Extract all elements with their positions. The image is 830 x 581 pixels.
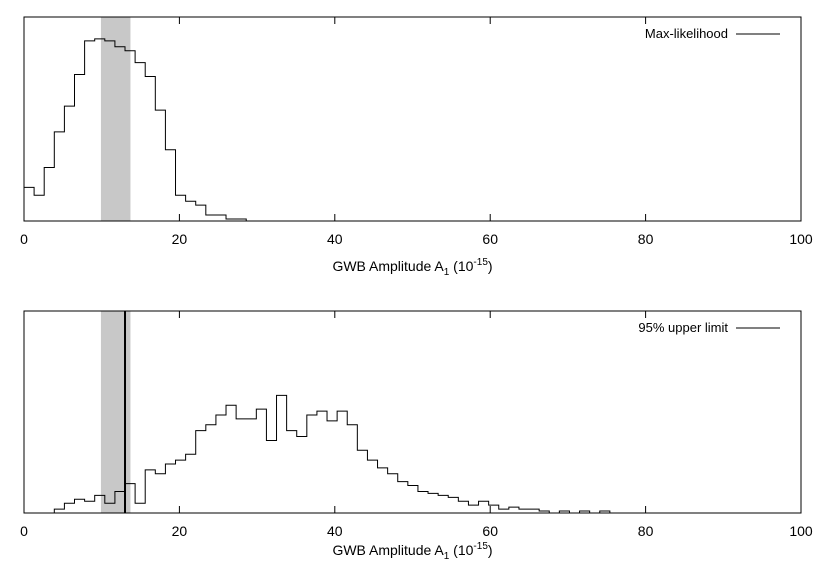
x-axis-label: GWB Amplitude A1 (10-15) [332, 257, 492, 278]
x-tick-label: 40 [327, 231, 343, 247]
shaded-band [100, 311, 131, 513]
x-tick-label: 60 [482, 231, 498, 247]
chart-panel-2: 0 20 40 60 80 100 GWB Amplitude A1 (10-15) 95% … [20, 310, 813, 562]
plot-frame [23, 16, 802, 222]
chart-panel-1: 0 20 40 60 80 100 GWB Amplitude A1 (10-15) Max-… [20, 16, 813, 278]
histogram-line [24, 38, 277, 222]
legend-label: Max-likelihood [645, 26, 728, 41]
x-tick-label: 80 [638, 231, 654, 247]
x-tick-label: 40 [327, 523, 343, 539]
x-tick-label: 0 [20, 231, 28, 247]
x-axis-label: GWB Amplitude A1 (10-15) [332, 541, 492, 562]
x-tick-label: 20 [172, 231, 188, 247]
histogram-line [24, 394, 671, 514]
shaded-band [100, 17, 131, 221]
x-tick-label: 20 [172, 523, 188, 539]
x-tick-label: 100 [789, 523, 813, 539]
x-tick-label: 80 [638, 523, 654, 539]
plot-frame [23, 310, 802, 514]
x-tick-label: 0 [20, 523, 28, 539]
x-tick-label: 60 [482, 523, 498, 539]
legend-label: 95% upper limit [638, 320, 728, 335]
x-tick-label: 100 [789, 231, 813, 247]
